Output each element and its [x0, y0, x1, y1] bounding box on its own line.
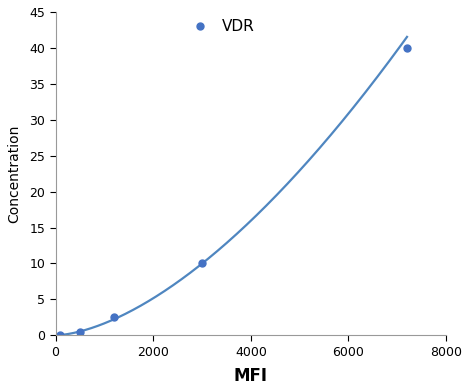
- VDR: [111, 315, 117, 320]
- VDR: [58, 333, 63, 338]
- VDR: [77, 329, 83, 334]
- Line: VDR: VDR: [57, 44, 410, 339]
- VDR: [404, 45, 410, 50]
- VDR: [199, 261, 205, 266]
- Legend: VDR: VDR: [181, 13, 260, 40]
- X-axis label: MFI: MFI: [234, 367, 268, 385]
- Y-axis label: Concentration: Concentration: [7, 124, 21, 223]
